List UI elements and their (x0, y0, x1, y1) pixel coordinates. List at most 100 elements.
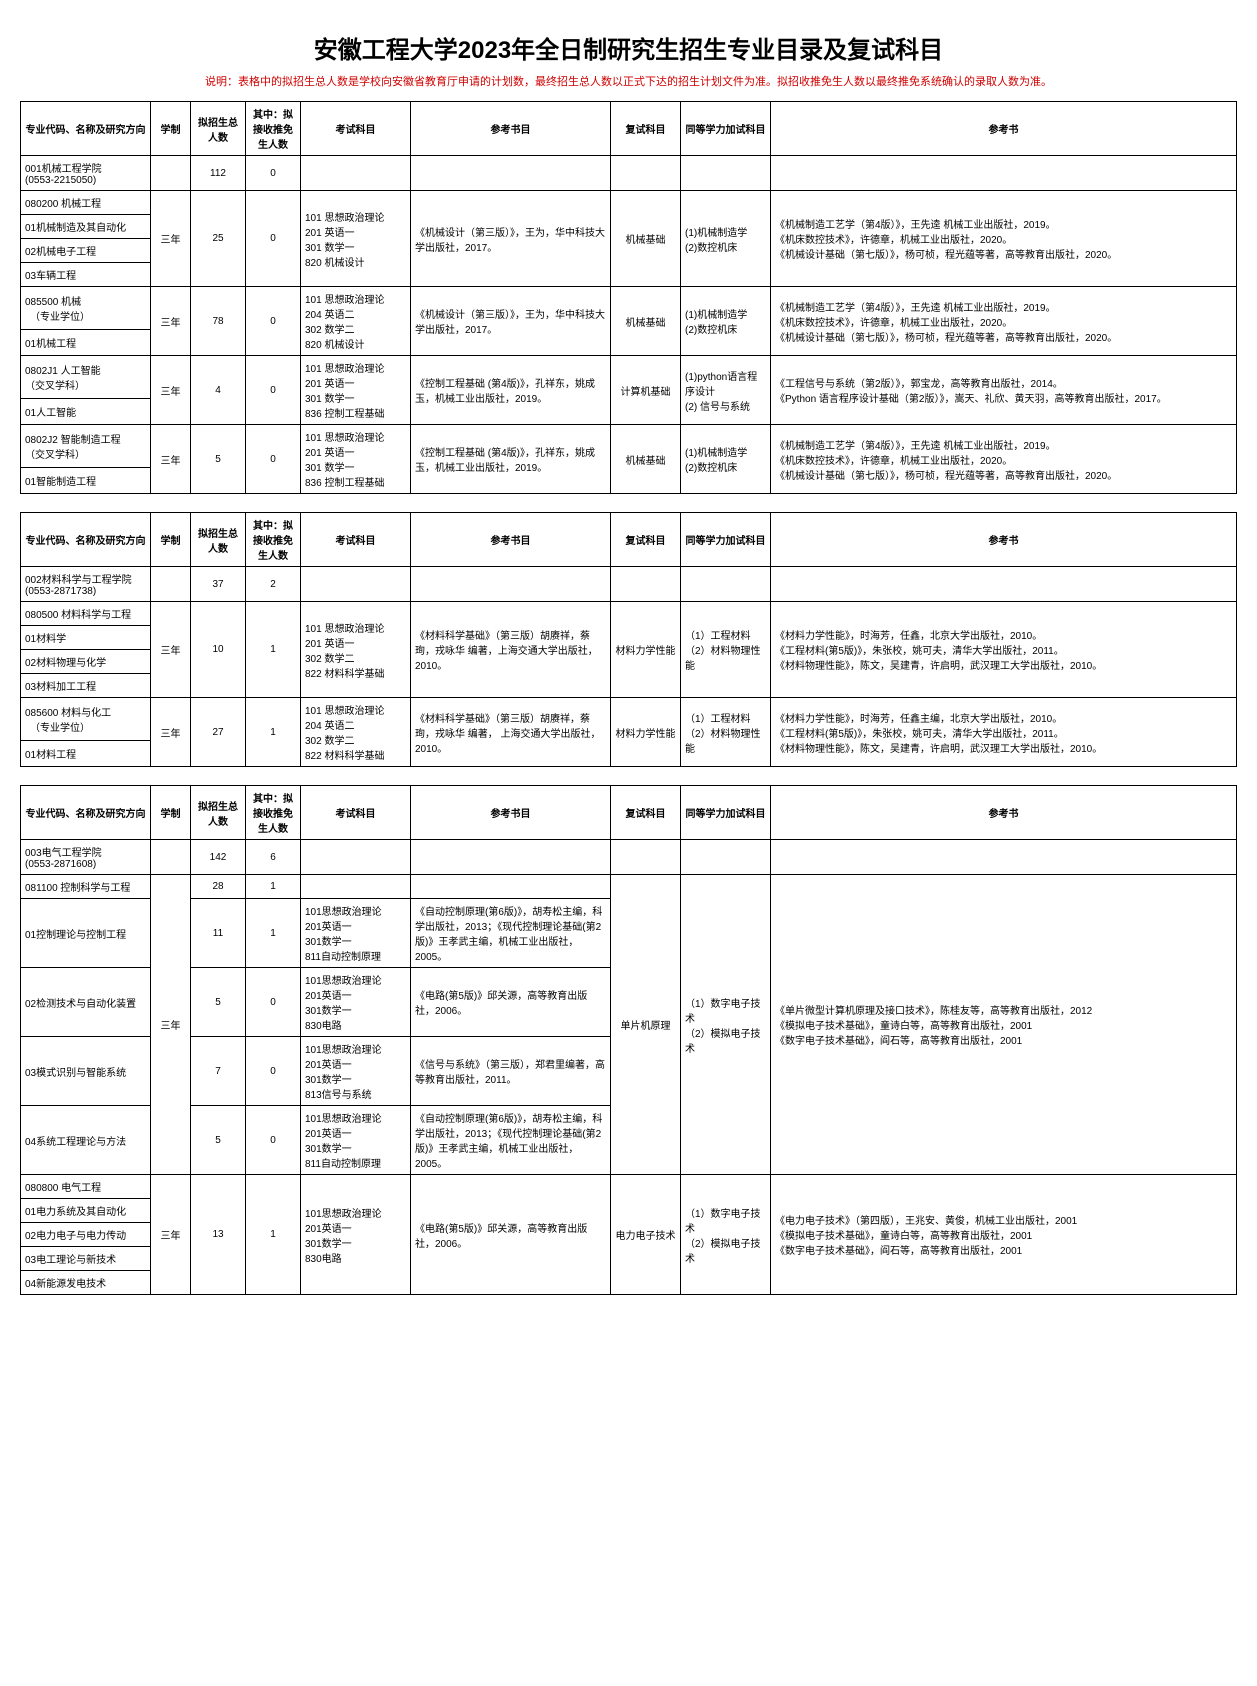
exam: 101 思想政治理论 201 英语一 302 数学二 822 材料科学基础 (301, 602, 411, 698)
xz: 三年 (151, 698, 191, 767)
major-cell: 080500 材料科学与工程 (21, 602, 151, 626)
dept-total: 37 (191, 567, 246, 602)
dir-cell: 03车辆工程 (21, 263, 151, 287)
table-2: 专业代码、名称及研究方向 学制 拟招生总人数 其中：拟接收推免生人数 考试科目 … (20, 512, 1237, 767)
total: 5 (191, 1106, 246, 1175)
book: 《材料力学性能》，时海芳，任鑫主编，北京大学出版社，2010。 《工程材料(第5… (771, 698, 1237, 767)
exam: 101思想政治理论 201英语一 301数学一 813信号与系统 (301, 1037, 411, 1106)
th-ref: 参考书目 (411, 786, 611, 840)
th-fs: 复试科目 (611, 513, 681, 567)
exam: 101 思想政治理论 201 英语一 301 数学一 836 控制工程基础 (301, 356, 411, 425)
th-xz: 学制 (151, 786, 191, 840)
exam: 101 思想政治理论 201 英语一 301 数学一 836 控制工程基础 (301, 425, 411, 494)
book: 《机械制造工艺学（第4版）》，王先逵 机械工业出版社，2019。 《机床数控技术… (771, 191, 1237, 287)
dept-tm: 0 (246, 156, 301, 191)
tm: 1 (246, 875, 301, 899)
table-3: 专业代码、名称及研究方向 学制 拟招生总人数 其中：拟接收推免生人数 考试科目 … (20, 785, 1237, 1295)
fs: 机械基础 (611, 191, 681, 287)
major-cell: 085600 材料与化工 （专业学位） (21, 698, 151, 741)
book: 《单片微型计算机原理及接口技术》，陈桂友等，高等教育出版社，2012 《模拟电子… (771, 875, 1237, 1175)
total: 5 (191, 425, 246, 494)
dir-cell: 03电工理论与新技术 (21, 1247, 151, 1271)
dir-cell: 02材料物理与化学 (21, 650, 151, 674)
dept-tm: 6 (246, 840, 301, 875)
total: 5 (191, 968, 246, 1037)
th-code: 专业代码、名称及研究方向 (21, 786, 151, 840)
th-code: 专业代码、名称及研究方向 (21, 513, 151, 567)
tm: 1 (246, 1175, 301, 1295)
th-book: 参考书 (771, 786, 1237, 840)
td: （1）工程材料 （2）材料物理性能 (681, 602, 771, 698)
th-xz: 学制 (151, 513, 191, 567)
dept-total: 142 (191, 840, 246, 875)
td: （1）数字电子技术 （2）模拟电子技术 (681, 875, 771, 1175)
tm: 0 (246, 356, 301, 425)
exam: 101思想政治理论 201英语一 301数学一 830电路 (301, 1175, 411, 1295)
td: (1)机械制造学 (2)数控机床 (681, 425, 771, 494)
dir-cell: 01材料学 (21, 626, 151, 650)
xz: 三年 (151, 425, 191, 494)
xz: 三年 (151, 875, 191, 1175)
dir-cell: 01人工智能 (21, 398, 151, 424)
book: 《电力电子技术》（第四版），王兆安、黄俊，机械工业出版社，2001 《模拟电子技… (771, 1175, 1237, 1295)
ref: 《电路(第5版)》邱关源，高等教育出版社，2006。 (411, 968, 611, 1037)
fs: 单片机原理 (611, 875, 681, 1175)
th-td: 同等学力加试科目 (681, 102, 771, 156)
dept-total: 112 (191, 156, 246, 191)
total: 25 (191, 191, 246, 287)
th-exam: 考试科目 (301, 513, 411, 567)
dept-name: 003电气工程学院 (0553-2871608) (21, 840, 151, 875)
tm: 0 (246, 287, 301, 356)
dir-cell: 04系统工程理论与方法 (21, 1106, 151, 1175)
tm: 0 (246, 968, 301, 1037)
total: 11 (191, 899, 246, 968)
fs: 材料力学性能 (611, 698, 681, 767)
major-cell: 081100 控制科学与工程 (21, 875, 151, 899)
xz: 三年 (151, 602, 191, 698)
ref: 《控制工程基础 (第4版)》，孔祥东，姚成玉，机械工业出版社，2019。 (411, 425, 611, 494)
table-1: 专业代码、名称及研究方向 学制 拟招生总人数 其中：拟接收推免生人数 考试科目 … (20, 101, 1237, 494)
dept-name: 001机械工程学院 (0553-2215050) (21, 156, 151, 191)
ref: 《自动控制原理(第6版)》，胡寿松主编，科学出版社，2013；《现代控制理论基础… (411, 899, 611, 968)
ref: 《材料科学基础》（第三版）胡赓祥，蔡珣，戎咏华 编著，上海交通大学出版社，201… (411, 602, 611, 698)
th-code: 专业代码、名称及研究方向 (21, 102, 151, 156)
total: 13 (191, 1175, 246, 1295)
td: (1)python语言程序设计 (2) 信号与系统 (681, 356, 771, 425)
ref: 《材料科学基础》（第三版）胡赓祥，蔡珣，戎咏华 编著， 上海交通大学出版社，20… (411, 698, 611, 767)
th-fs: 复试科目 (611, 102, 681, 156)
dir-cell: 03模式识别与智能系统 (21, 1037, 151, 1106)
td: (1)机械制造学 (2)数控机床 (681, 191, 771, 287)
note-text: 说明：表格中的拟招生总人数是学校向安徽省教育厅申请的计划数，最终招生总人数以正式… (20, 73, 1237, 89)
th-tot: 拟招生总人数 (191, 513, 246, 567)
xz: 三年 (151, 191, 191, 287)
td: （1）数字电子技术 （2）模拟电子技术 (681, 1175, 771, 1295)
xz: 三年 (151, 287, 191, 356)
dept-row: 002材料科学与工程学院 (0553-2871738) 37 2 (21, 567, 1237, 602)
dir-cell: 01材料工程 (21, 740, 151, 766)
total: 78 (191, 287, 246, 356)
book: 《工程信号与系统（第2版）》，郭宝龙，高等教育出版社，2014。 《Python… (771, 356, 1237, 425)
fs: 机械基础 (611, 287, 681, 356)
exam: 101 思想政治理论 201 英语一 301 数学一 820 机械设计 (301, 191, 411, 287)
th-tot: 拟招生总人数 (191, 102, 246, 156)
fs: 材料力学性能 (611, 602, 681, 698)
major-cell: 0802J1 人工智能 （交叉学科） (21, 356, 151, 399)
dir-cell: 03材料加工工程 (21, 674, 151, 698)
tm: 0 (246, 1106, 301, 1175)
xz: 三年 (151, 1175, 191, 1295)
th-tm: 其中：拟接收推免生人数 (246, 513, 301, 567)
total: 28 (191, 875, 246, 899)
dir-cell: 01机械制造及其自动化 (21, 215, 151, 239)
dir-cell: 02机械电子工程 (21, 239, 151, 263)
ref: 《电路(第5版)》邱关源，高等教育出版社，2006。 (411, 1175, 611, 1295)
tm: 0 (246, 1037, 301, 1106)
major-cell: 0802J2 智能制造工程 （交叉学科） (21, 425, 151, 468)
fs: 计算机基础 (611, 356, 681, 425)
ref: 《机械设计（第三版）》，王为，华中科技大学出版社，2017。 (411, 287, 611, 356)
dept-tm: 2 (246, 567, 301, 602)
dir-cell: 01电力系统及其自动化 (21, 1199, 151, 1223)
th-exam: 考试科目 (301, 102, 411, 156)
th-xz: 学制 (151, 102, 191, 156)
th-book: 参考书 (771, 513, 1237, 567)
th-fs: 复试科目 (611, 786, 681, 840)
